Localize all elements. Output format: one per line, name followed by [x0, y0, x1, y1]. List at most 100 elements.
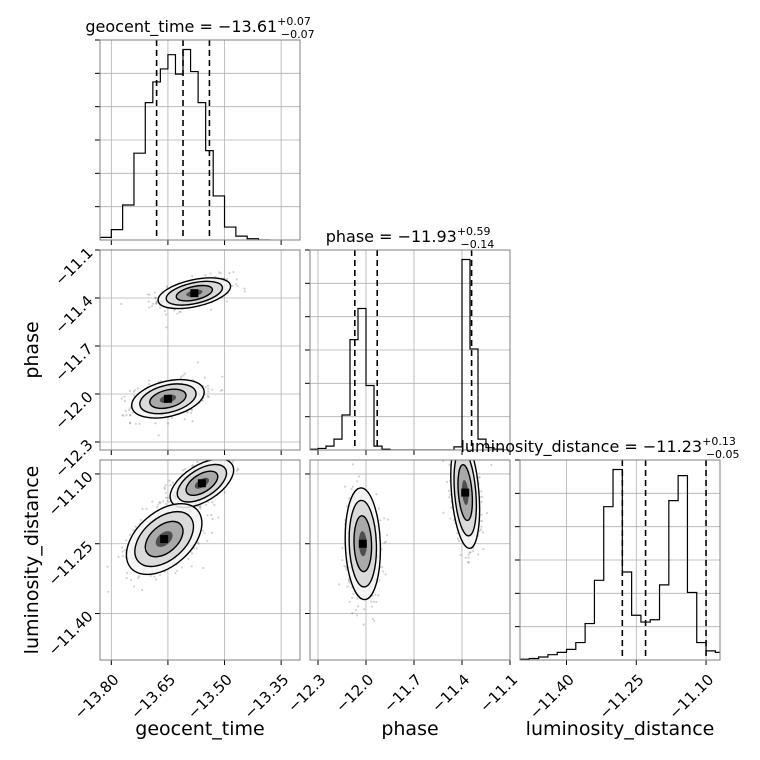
scatter-geocent-time-vs-luminosity-distance-peak-0 [197, 479, 206, 488]
scatter-geocent-time-vs-phase-sample-point [243, 290, 247, 293]
scatter-geocent-time-vs-luminosity-distance-contours [125, 460, 235, 576]
scatter-geocent-time-vs-luminosity-distance-sample-point [223, 491, 226, 494]
scatter-geocent-time-vs-phase-sample-point [196, 361, 199, 364]
scatter-geocent-time-vs-luminosity-distance-sample-point [199, 505, 202, 508]
scatter-phase-vs-luminosity-distance-sample-point [450, 506, 453, 509]
scatter-geocent-time-vs-phase-sample-point [209, 272, 212, 275]
scatter-phase-vs-luminosity-distance-sample-point [348, 581, 351, 584]
scatter-geocent-time-vs-phase-sample-point [203, 376, 207, 379]
hist-luminosity-distance-title: luminosity_distance = −11.23+0.13 −0.05 [460, 435, 739, 461]
scatter-geocent-time-vs-luminosity-distance-sample-point [132, 528, 135, 532]
scatter-geocent-time-vs-phase-sample-point [235, 278, 239, 281]
hist-geocent-time-title-upper-error: +0.07 [277, 15, 311, 28]
xtick-label-geocent-time-0: −13.80 [71, 671, 123, 723]
scatter-geocent-time-vs-luminosity-distance-sample-point [206, 539, 209, 543]
scatter-geocent-time-vs-luminosity-distance-sample-point [237, 468, 240, 471]
scatter-geocent-time-vs-phase-sample-point [122, 414, 125, 417]
scatter-phase-vs-luminosity-distance-sample-point [363, 608, 366, 611]
ytick-label-luminosity-distance-2: −11.10 [45, 468, 97, 520]
scatter-phase-vs-luminosity-distance-peak-0 [358, 539, 367, 548]
scatter-phase-vs-luminosity-distance-sample-point [448, 496, 451, 499]
xtick-label-geocent-time-2: −13.50 [184, 671, 236, 723]
scatter-phase-vs-luminosity-distance-sample-point [485, 512, 489, 515]
scatter-phase-vs-luminosity-distance-sample-point [468, 551, 471, 554]
scatter-geocent-time-vs-luminosity-distance-sample-point [232, 456, 234, 458]
scatter-geocent-time-vs-phase-sample-point [179, 377, 182, 380]
hist-luminosity-distance-title-text: luminosity_distance = −11.23 [460, 437, 702, 457]
scatter-geocent-time-vs-phase-sample-point [163, 309, 166, 313]
scatter-geocent-time-vs-phase-sample-point [147, 300, 150, 303]
scatter-geocent-time-vs-phase-sample-point [123, 395, 126, 398]
scatter-phase-vs-luminosity-distance-sample-point [375, 600, 378, 604]
scatter-geocent-time-vs-luminosity-distance-sample-point [210, 513, 213, 517]
scatter-geocent-time-vs-phase-sample-point [134, 422, 138, 425]
scatter-geocent-time-vs-phase-sample-point [129, 413, 132, 417]
scatter-geocent-time-vs-luminosity-distance-sample-point [158, 573, 162, 577]
hist-phase-step-line [310, 258, 510, 450]
scatter-geocent-time-vs-luminosity-distance-sample-point [106, 565, 109, 568]
scatter-geocent-time-vs-luminosity-distance-sample-point [117, 555, 120, 558]
scatter-phase-vs-luminosity-distance-sample-point [347, 579, 351, 582]
scatter-geocent-time-vs-phase-sample-point [182, 374, 185, 377]
scatter-geocent-time-vs-phase-sample-point [173, 309, 176, 312]
scatter-phase-vs-luminosity-distance-sample-point [375, 493, 378, 496]
scatter-geocent-time-vs-phase-sample-point [120, 302, 123, 306]
scatter-phase-vs-luminosity-distance-sample-point [466, 561, 470, 564]
xtick-label-phase-1: −12.0 [332, 671, 377, 716]
scatter-phase-vs-luminosity-distance-sample-point [490, 463, 493, 466]
scatter-phase-vs-luminosity-distance-sample-point [356, 597, 359, 600]
scatter-phase-vs-luminosity-distance-sample-point [480, 525, 483, 528]
ytick-label-luminosity-distance-0: −11.40 [45, 607, 97, 659]
scatter-geocent-time-vs-luminosity-distance-sample-point [211, 501, 214, 504]
scatter-phase-vs-luminosity-distance-sample-point [456, 537, 459, 540]
y-axis-label-luminosity-distance: luminosity_distance [21, 466, 43, 655]
scatter-geocent-time-vs-luminosity-distance-sample-point [155, 506, 159, 509]
hist-luminosity-distance-frame [519, 459, 721, 661]
scatter-geocent-time-vs-phase-sample-point [155, 302, 158, 305]
scatter-geocent-time-vs-luminosity-distance-sample-point [231, 460, 235, 463]
scatter-geocent-time-vs-luminosity-distance-sample-point [236, 467, 239, 470]
scatter-phase-vs-luminosity-distance-sample-point [478, 529, 481, 532]
scatter-geocent-time-vs-luminosity-distance-sample-point [154, 578, 158, 581]
scatter-geocent-time-vs-luminosity-distance-sample-point [207, 500, 210, 504]
scatter-phase-vs-luminosity-distance-sample-point [386, 518, 390, 521]
hist-phase-title-text: phase = −11.93 [326, 227, 457, 246]
scatter-phase-vs-luminosity-distance-sample-point [362, 623, 365, 626]
scatter-geocent-time-vs-luminosity-distance-sample-point [196, 541, 199, 544]
scatter-geocent-time-vs-luminosity-distance-sample-point [235, 469, 239, 472]
scatter-geocent-time-vs-phase-sample-point [225, 300, 229, 303]
scatter-phase-vs-luminosity-distance-sample-point [480, 513, 483, 516]
scatter-geocent-time-vs-luminosity-distance-sample-point [156, 503, 160, 506]
scatter-phase-vs-luminosity-distance-sample-point [455, 457, 457, 459]
scatter-geocent-time-vs-luminosity-distance-sample-point [153, 575, 156, 578]
hist-luminosity-distance-title-upper-error: +0.13 [702, 435, 736, 448]
scatter-phase-vs-luminosity-distance-sample-point [356, 480, 359, 483]
scatter-geocent-time-vs-luminosity-distance-sample-point [125, 539, 128, 542]
scatter-geocent-time-vs-phase-sample-point [170, 416, 174, 419]
scatter-geocent-time-vs-luminosity-distance-sample-point [121, 546, 124, 549]
scatter-geocent-time-vs-luminosity-distance-sample-point [169, 484, 172, 487]
scatter-geocent-time-vs-phase-sample-point [204, 274, 207, 277]
scatter-phase-vs-luminosity-distance-sample-point [382, 570, 385, 573]
scatter-geocent-time-vs-luminosity-distance-sample-point [141, 589, 144, 592]
scatter-geocent-time-vs-phase-sample-point [120, 397, 123, 400]
scatter-geocent-time-vs-phase-sample-point [159, 306, 162, 309]
scatter-geocent-time-vs-phase-sample-point [231, 284, 234, 287]
scatter-geocent-time-vs-phase-sample-point [148, 379, 151, 382]
scatter-geocent-time-vs-luminosity-distance-sample-point [203, 532, 206, 535]
scatter-phase-vs-luminosity-distance-sample-point [448, 493, 452, 496]
scatter-phase-vs-luminosity-distance-sample-point [377, 507, 380, 510]
scatter-geocent-time-vs-phase-sample-point [165, 326, 168, 329]
y-axis-label-phase: phase [21, 321, 43, 378]
scatter-phase-vs-luminosity-distance-sample-point [357, 475, 361, 478]
scatter-phase-vs-luminosity-distance-sample-point [354, 609, 358, 612]
scatter-phase-vs-luminosity-distance-sample-point [371, 617, 374, 621]
scatter-phase-vs-luminosity-distance-sample-point [482, 547, 485, 551]
scatter-geocent-time-vs-luminosity-distance-sample-point [141, 507, 144, 511]
scatter-geocent-time-vs-luminosity-distance-sample-point [137, 576, 140, 579]
scatter-geocent-time-vs-luminosity-distance-peak-1 [160, 535, 169, 544]
panels-layer [95, 39, 721, 665]
scatter-geocent-time-vs-phase-sample-point [183, 418, 186, 421]
scatter-geocent-time-vs-phase-sample-point [180, 375, 183, 378]
scatter-phase-vs-luminosity-distance-sample-point [459, 553, 462, 557]
